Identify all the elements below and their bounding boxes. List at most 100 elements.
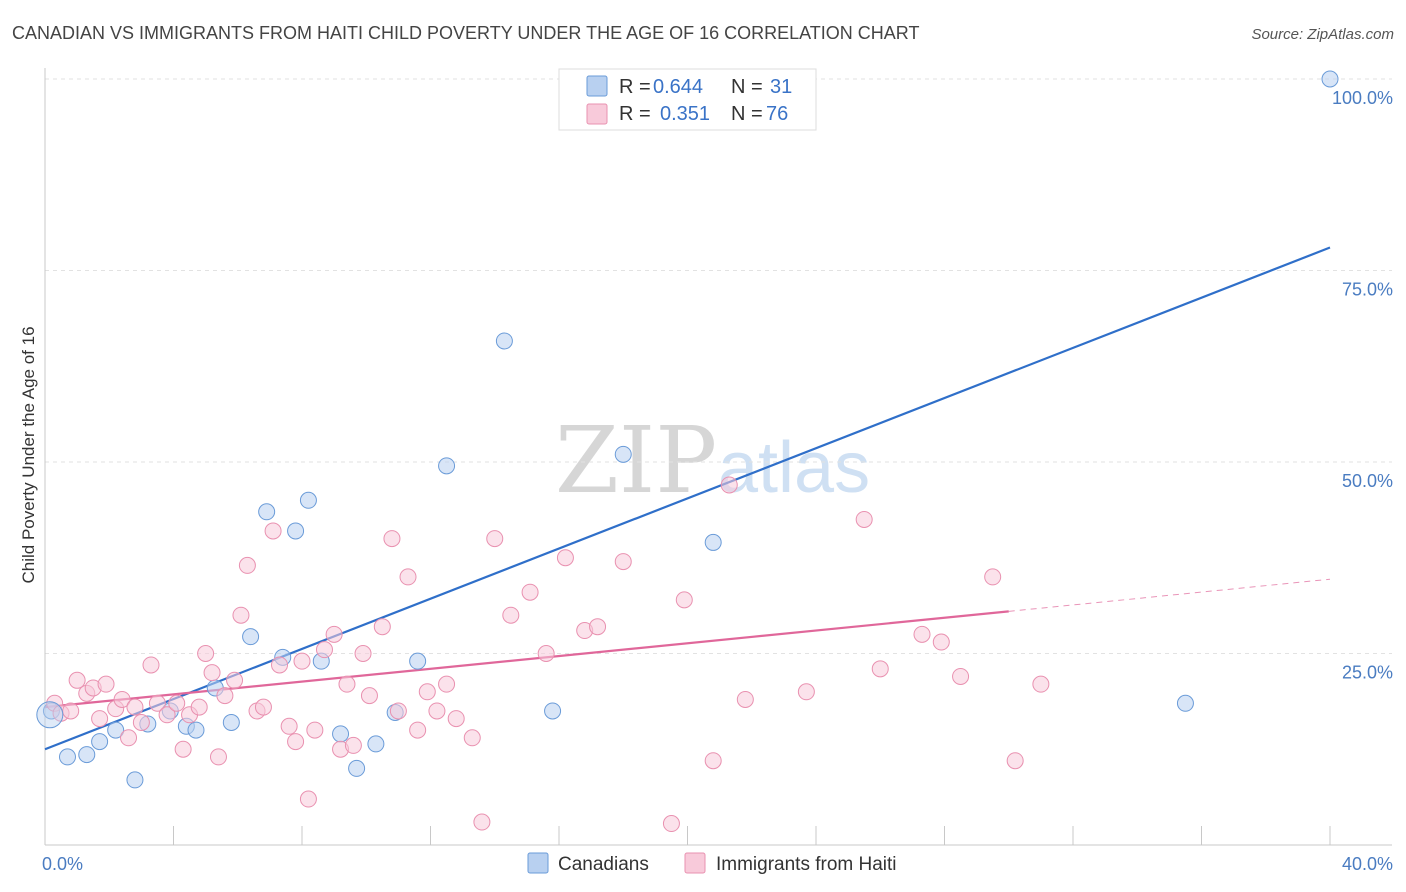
legend-r-value-haiti: 0.351 bbox=[660, 103, 710, 125]
point-haiti bbox=[197, 645, 215, 662]
point-haiti bbox=[299, 790, 317, 808]
y-axis-label: Child Poverty Under the Age of 16 bbox=[19, 326, 38, 583]
point-haiti bbox=[399, 568, 417, 586]
point-haiti bbox=[984, 568, 1002, 586]
point-canadians bbox=[1176, 694, 1194, 712]
point-haiti bbox=[148, 694, 166, 712]
point-canadians bbox=[367, 735, 385, 753]
point-haiti bbox=[158, 706, 176, 724]
data-points bbox=[36, 70, 1339, 833]
trend-lines bbox=[44, 246, 1331, 751]
point-haiti bbox=[521, 583, 539, 601]
point-haiti bbox=[720, 476, 738, 494]
point-haiti bbox=[704, 752, 722, 770]
legend-n-value-haiti: 76 bbox=[766, 103, 788, 125]
point-haiti bbox=[142, 656, 160, 674]
point-haiti bbox=[325, 625, 343, 643]
point-haiti bbox=[589, 618, 607, 636]
point-haiti bbox=[418, 683, 436, 701]
point-haiti bbox=[126, 698, 144, 716]
point-haiti bbox=[855, 510, 873, 528]
point-haiti bbox=[473, 813, 491, 831]
point-canadians bbox=[258, 503, 276, 521]
point-haiti bbox=[68, 671, 86, 689]
point-haiti bbox=[486, 530, 504, 548]
point-canadians bbox=[58, 748, 76, 766]
point-canadians bbox=[495, 332, 513, 350]
point-haiti bbox=[97, 675, 115, 693]
point-haiti bbox=[797, 683, 815, 701]
point-haiti bbox=[232, 606, 250, 624]
y-tick-labels: 25.0% 50.0% 75.0% 100.0% bbox=[1332, 88, 1393, 683]
series-legend-swatch-canadians bbox=[527, 852, 549, 874]
point-haiti bbox=[264, 522, 282, 540]
watermark: ZIP atlas bbox=[555, 407, 870, 514]
point-haiti bbox=[428, 702, 446, 720]
point-haiti bbox=[537, 645, 555, 662]
legend-n-label-haiti: N = bbox=[731, 103, 763, 125]
point-haiti bbox=[338, 675, 356, 693]
point-haiti bbox=[932, 633, 950, 651]
point-haiti bbox=[675, 591, 693, 609]
point-haiti bbox=[383, 530, 401, 548]
point-canadians bbox=[332, 725, 350, 743]
point-haiti bbox=[1006, 752, 1024, 770]
point-haiti bbox=[952, 667, 970, 685]
chart-title: CANADIAN VS IMMIGRANTS FROM HAITI CHILD … bbox=[12, 23, 919, 43]
x-tick-labels: 0.0% 40.0% bbox=[42, 854, 1393, 874]
point-haiti bbox=[373, 618, 391, 636]
point-canadians bbox=[107, 721, 125, 739]
point-haiti bbox=[209, 748, 227, 766]
point-haiti bbox=[271, 656, 289, 674]
y-tick-label: 100.0% bbox=[1332, 88, 1393, 108]
point-haiti bbox=[438, 675, 456, 693]
point-haiti bbox=[315, 641, 333, 659]
point-haiti bbox=[360, 687, 378, 705]
point-haiti bbox=[354, 645, 372, 662]
legend-swatch-haiti bbox=[586, 103, 608, 125]
point-haiti bbox=[254, 698, 272, 716]
series-legend-swatch-haiti bbox=[684, 852, 706, 874]
series-legend-label-canadians: Canadians bbox=[558, 854, 649, 875]
y-tick-label: 50.0% bbox=[1342, 471, 1393, 491]
point-haiti bbox=[216, 687, 234, 705]
point-haiti bbox=[62, 702, 80, 720]
legend-swatch-canadians bbox=[586, 75, 608, 97]
point-haiti bbox=[389, 702, 407, 720]
legend-r-value-canadians: 0.644 bbox=[653, 76, 703, 98]
point-haiti bbox=[113, 690, 131, 708]
point-haiti bbox=[190, 698, 208, 716]
point-canadians bbox=[287, 522, 305, 540]
point-haiti bbox=[1032, 675, 1050, 693]
y-tick-label: 75.0% bbox=[1342, 280, 1393, 300]
legend-r-label-haiti: R = bbox=[619, 103, 651, 125]
legend-n-label-canadians: N = bbox=[731, 76, 763, 98]
point-canadians bbox=[91, 733, 109, 751]
point-canadians bbox=[614, 445, 632, 463]
point-canadians bbox=[78, 746, 96, 764]
point-canadians bbox=[409, 652, 427, 670]
point-haiti bbox=[226, 671, 244, 689]
legend-n-value-canadians: 31 bbox=[770, 76, 792, 98]
point-canadians bbox=[222, 713, 240, 731]
point-canadians-cluster bbox=[36, 701, 64, 729]
point-haiti bbox=[502, 606, 520, 624]
x-tick-label: 0.0% bbox=[42, 854, 83, 874]
point-haiti bbox=[344, 736, 362, 754]
point-haiti bbox=[662, 815, 680, 833]
point-haiti bbox=[120, 729, 138, 747]
point-canadians bbox=[126, 771, 144, 789]
x-tick-label: 40.0% bbox=[1342, 854, 1393, 874]
series-legend: Canadians Immigrants from Haiti bbox=[527, 852, 897, 875]
series-legend-label-haiti: Immigrants from Haiti bbox=[716, 854, 897, 875]
y-tick-label: 25.0% bbox=[1342, 663, 1393, 683]
point-haiti bbox=[132, 713, 150, 731]
point-canadians bbox=[348, 759, 366, 777]
point-haiti bbox=[174, 740, 192, 758]
chart-source: Source: ZipAtlas.com bbox=[1251, 26, 1394, 43]
point-haiti bbox=[293, 652, 311, 670]
stats-legend: R = 0.644 N = 31 R = 0.351 N = 76 bbox=[558, 68, 817, 131]
point-haiti bbox=[203, 664, 221, 682]
point-haiti bbox=[238, 556, 256, 574]
watermark-atlas: atlas bbox=[718, 428, 870, 508]
